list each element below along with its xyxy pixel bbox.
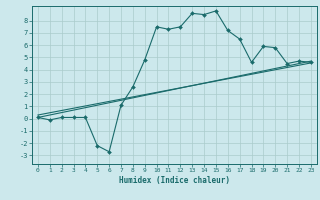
X-axis label: Humidex (Indice chaleur): Humidex (Indice chaleur) bbox=[119, 176, 230, 185]
